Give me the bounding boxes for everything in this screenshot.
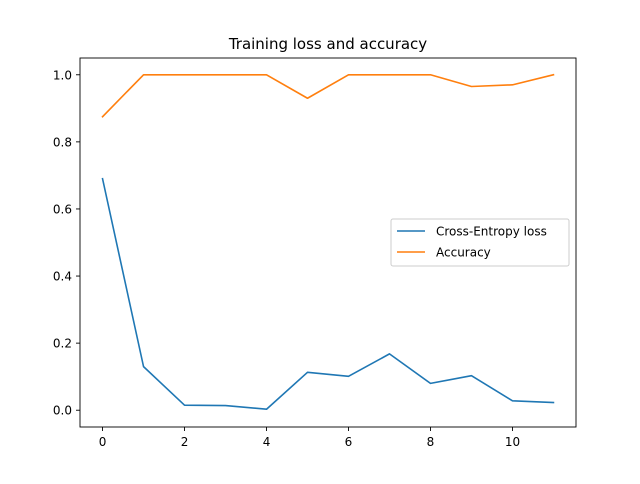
series-line-2 [101, 73, 555, 118]
series-line-1 [101, 177, 555, 411]
x-tick-label: 10 [505, 435, 520, 449]
x-tick-label: 2 [181, 435, 189, 449]
y-tick-label: 0.2 [53, 337, 72, 351]
x-tick-label: 4 [263, 435, 271, 449]
y-tick-label: 0.4 [53, 270, 72, 284]
x-tick-label: 8 [427, 435, 435, 449]
chart-title: Training loss and accuracy [228, 35, 427, 53]
x-tick-label: 6 [345, 435, 353, 449]
y-tick-label: 1.0 [53, 68, 72, 82]
plot-area: 0 2 4 6 8 10 0.0 0.2 0.4 0.6 0.8 1.0 [53, 57, 577, 449]
y-tick-label: 0.0 [53, 404, 72, 418]
legend: Cross-Entropy loss Accuracy [390, 218, 570, 267]
axes-frame [79, 57, 577, 428]
legend-label-1: Cross-Entropy loss [436, 225, 547, 239]
legend-label-2: Accuracy [436, 246, 491, 260]
x-tick-label: 0 [99, 435, 107, 449]
y-tick-label: 0.8 [53, 135, 72, 149]
legend-box [390, 218, 570, 267]
y-tick-label: 0.6 [53, 202, 72, 216]
